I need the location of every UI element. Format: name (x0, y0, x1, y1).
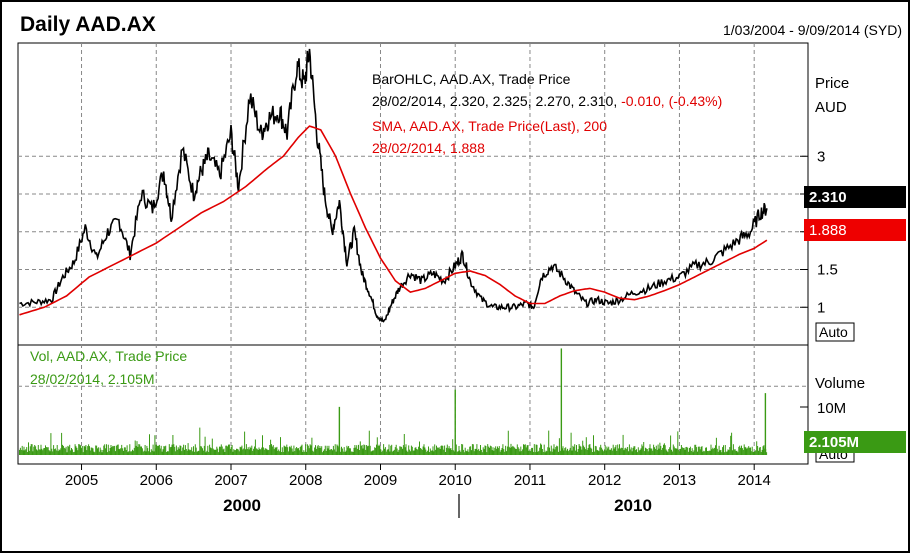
legend-volume-values: 28/02/2014, 2.105M (30, 371, 155, 387)
sma-tag: 1.888 (809, 222, 847, 239)
date-range: 1/03/2004 - 9/09/2014 (SYD) (723, 22, 902, 38)
last-volume-tag: 2.105M (809, 434, 859, 451)
plot-frame (17, 42, 809, 465)
chart-title: Daily AAD.AX (20, 13, 156, 36)
legend-sma-title: SMA, AAD.AX, Trade Price(Last), 200 (372, 118, 607, 134)
x-tick-label-2011: 2011 (514, 472, 546, 489)
x-tick-label-2008: 2008 (289, 472, 322, 489)
price-tick-label-3: 3 (817, 148, 825, 165)
price-axis-title: Price (815, 75, 849, 92)
volume-bars (19, 348, 768, 455)
sma-series-line (19, 125, 768, 316)
decade-label-2010: 2010 (614, 496, 652, 515)
x-tick-label-2007: 2007 (214, 472, 247, 489)
x-tick-label-2014: 2014 (737, 472, 770, 489)
sma-tag-bg (804, 219, 906, 241)
x-tick-label-2006: 2006 (140, 472, 173, 489)
price-auto-label: Auto (819, 324, 848, 340)
x-axis-year-labels: 2005 2006 2007 2008 2009 2010 2011 2012 2013 2014 (65, 464, 771, 489)
decade-label-2000: 2000 (223, 496, 261, 515)
legend-price-values-text: 28/02/2014, 2.320, 2.325, 2.270, 2.310, (372, 93, 617, 109)
price-auto-button[interactable] (815, 322, 855, 342)
last-price-tag-bg (804, 186, 906, 208)
price-series-line (19, 48, 768, 323)
x-tick-label-2010: 2010 (439, 472, 472, 489)
price-axis-unit: AUD (815, 99, 847, 116)
last-volume-tag-bg (804, 431, 906, 453)
legend-price-title: BarOHLC, AAD.AX, Trade Price (372, 71, 571, 87)
legend-price-values: 28/02/2014, 2.320, 2.325, 2.270, 2.310, … (372, 93, 722, 109)
volume-tick-10m: 10M (817, 400, 846, 417)
legend-price-change: -0.010, (-0.43%) (621, 93, 722, 109)
legend-volume-title: Vol, AAD.AX, Trade Price (30, 348, 187, 364)
x-tick-label-2013: 2013 (663, 472, 696, 489)
x-tick-label-2012: 2012 (588, 472, 621, 489)
volume-axis-title: Volume (815, 375, 865, 392)
price-tick-label-1: 1 (817, 299, 825, 316)
price-tick-label-1.5: 1.5 (817, 262, 838, 279)
x-tick-label-2005: 2005 (65, 472, 98, 489)
last-price-tag: 2.310 (809, 189, 847, 206)
x-tick-label-2009: 2009 (364, 472, 397, 489)
legend-sma-values: 28/02/2014, 1.888 (372, 140, 485, 156)
